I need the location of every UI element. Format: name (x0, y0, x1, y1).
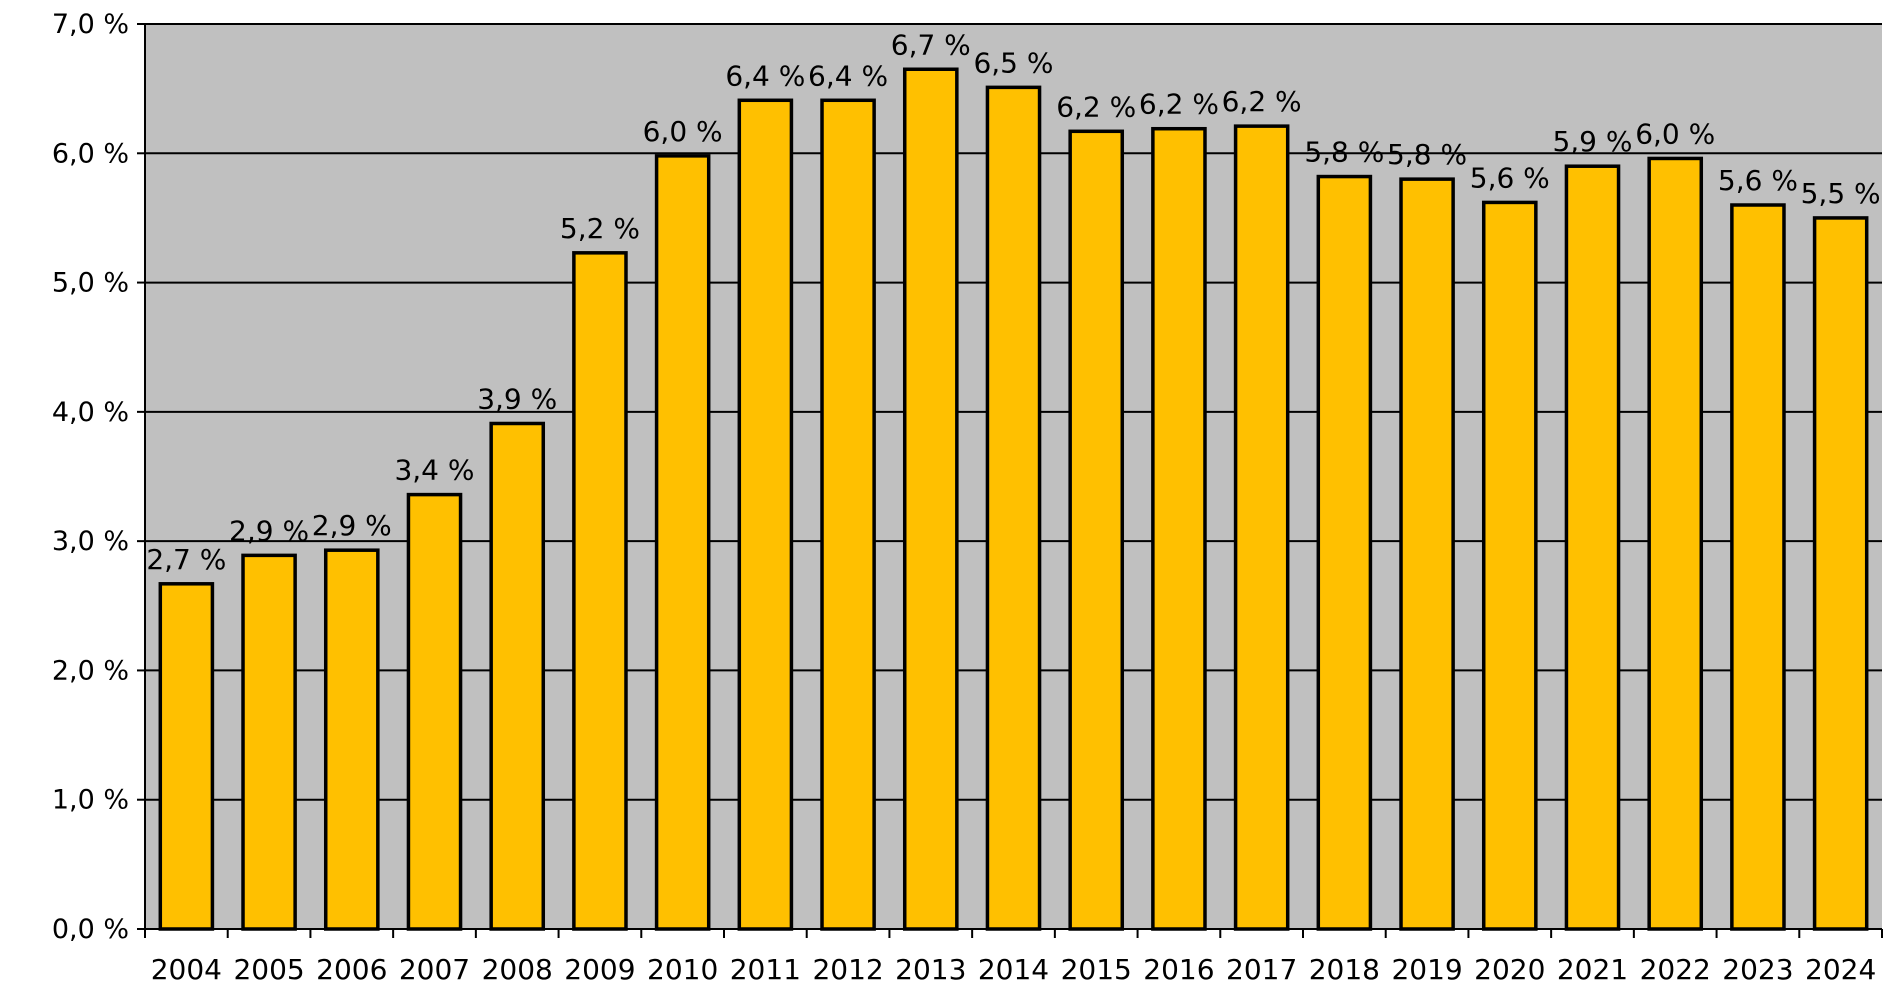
bar-2014 (985, 85, 1042, 931)
bar-2008 (489, 421, 546, 931)
x-tick-label: 2023 (1722, 953, 1793, 986)
bar-2015 (1068, 129, 1125, 931)
data-label-2009: 5,2 % (560, 212, 640, 245)
x-tick-label: 2004 (151, 953, 222, 986)
bar-2007 (406, 492, 463, 931)
data-label-2021: 5,9 % (1552, 125, 1632, 158)
bar-2021 (1564, 164, 1621, 931)
bar-2019 (1399, 177, 1455, 931)
data-label-2018: 5,8 % (1304, 136, 1384, 169)
bar-2018 (1316, 174, 1373, 931)
data-label-2016: 6,2 % (1139, 88, 1219, 121)
data-label-2019: 5,8 % (1387, 138, 1467, 171)
y-tick-label: 1,0 % (52, 785, 129, 816)
x-tick-label: 2014 (978, 953, 1049, 986)
bar-2010 (654, 154, 711, 931)
data-label-2013: 6,7 % (891, 28, 971, 61)
y-tick-label: 5,0 % (52, 268, 129, 299)
y-tick-label: 0,0 % (52, 914, 129, 945)
bar-2004 (158, 582, 215, 931)
x-tick-label: 2008 (482, 953, 553, 986)
y-tick-label: 6,0 % (52, 138, 129, 169)
y-tick-label: 4,0 % (52, 397, 129, 428)
data-label-2012: 6,4 % (808, 59, 888, 92)
data-label-2015: 6,2 % (1056, 90, 1136, 123)
x-tick-label: 2015 (1061, 953, 1132, 986)
bar-2012 (820, 98, 876, 931)
data-label-2005: 2,9 % (229, 514, 309, 547)
x-tick-label: 2007 (399, 953, 470, 986)
data-label-2023: 5,6 % (1718, 164, 1798, 197)
bar-2024 (1812, 216, 1869, 931)
data-label-2017: 6,2 % (1222, 85, 1302, 118)
bar-2005 (241, 553, 297, 931)
data-label-2006: 2,9 % (312, 509, 392, 542)
data-label-2007: 3,4 % (394, 454, 474, 487)
x-tick-label: 2013 (895, 953, 966, 986)
x-tick-label: 2005 (233, 953, 304, 986)
data-label-2011: 6,4 % (725, 59, 805, 92)
data-labels: 2,7 %2,9 % 2,9 %3,4 %3,9 %5,2 %6,0 %6,4 %… (146, 28, 1880, 576)
y-tick-label: 2,0 % (52, 655, 129, 686)
x-axis-ticks: 2004 2005 2006 2007 2008 2009 2010 2011 2012 2013… (144, 929, 1883, 986)
bar-2023 (1730, 203, 1786, 931)
bar-2011 (737, 98, 794, 931)
y-tick-label: 7,0 % (52, 9, 129, 40)
x-tick-label: 2020 (1474, 953, 1545, 986)
bar-2009 (572, 251, 628, 931)
x-tick-label: 2011 (730, 953, 801, 986)
bar-2020 (1481, 200, 1538, 931)
bar-2013 (902, 67, 959, 931)
x-tick-label: 2012 (812, 953, 883, 986)
x-tick-label: 2021 (1557, 953, 1628, 986)
data-label-2014: 6,5 % (973, 46, 1053, 79)
x-tick-label: 2022 (1640, 953, 1711, 986)
x-tick-label: 2024 (1805, 953, 1876, 986)
data-label-2020: 5,6 % (1470, 161, 1550, 194)
bar-2006 (323, 548, 380, 931)
bar-2022 (1647, 156, 1704, 931)
x-tick-label: 2010 (647, 953, 718, 986)
bar-2016 (1151, 126, 1207, 931)
bar-2017 (1233, 124, 1290, 931)
data-label-2024: 5,5 % (1801, 177, 1881, 210)
x-tick-label: 2017 (1226, 953, 1297, 986)
x-tick-label: 2006 (316, 953, 387, 986)
y-axis-ticks: 0,0 % 1,0 % 2,0 % 3,0 % 4,0 % 5,0 % 6,0 % 7,0 % (52, 9, 145, 945)
data-label-2022: 6,0 % (1635, 117, 1715, 150)
x-tick-label: 2016 (1143, 953, 1214, 986)
x-tick-label: 2009 (564, 953, 635, 986)
data-label-2008: 3,9 % (477, 382, 557, 415)
data-label-2010: 6,0 % (643, 115, 723, 148)
x-tick-label: 2018 (1309, 953, 1380, 986)
y-tick-label: 3,0 % (52, 526, 129, 557)
x-tick-label: 2019 (1391, 953, 1462, 986)
data-label-2004: 2,7 % (146, 543, 226, 576)
